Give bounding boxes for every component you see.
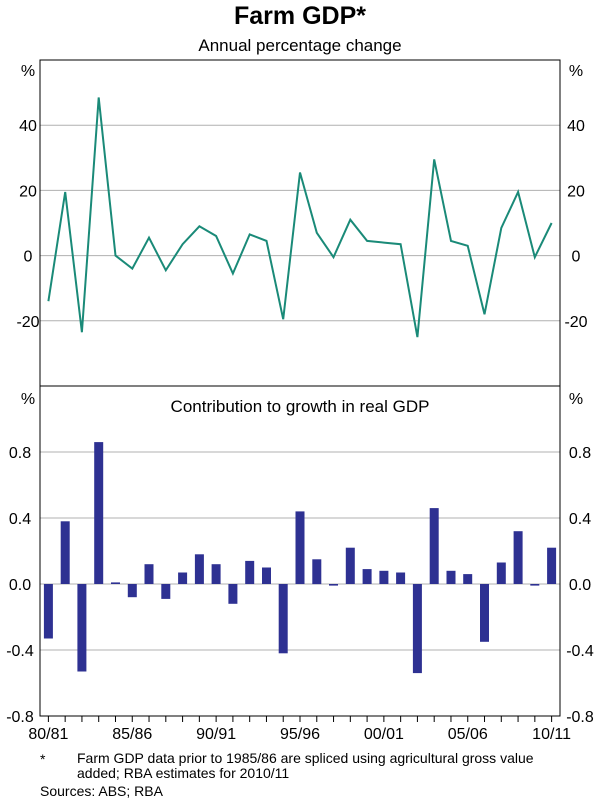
bottom-right-ytick-label: 0.8 xyxy=(569,445,591,462)
bottom-right-unit-label: % xyxy=(569,391,583,408)
contribution-bar xyxy=(513,531,523,584)
contribution-bar xyxy=(480,584,489,642)
x-tick-label: 95/96 xyxy=(280,726,320,743)
bottom-left-ytick-label: 0.8 xyxy=(9,445,31,462)
top-left-ytick-label: 0 xyxy=(24,249,33,266)
x-tick-label: 10/11 xyxy=(532,726,571,743)
bottom-right-ytick-label: 0.4 xyxy=(569,511,591,528)
bottom-left-unit-label: % xyxy=(21,391,35,408)
bottom-right-ytick-label: -0.4 xyxy=(566,643,594,660)
contribution-bar xyxy=(446,570,456,584)
contribution-bar xyxy=(345,547,355,584)
contribution-bar xyxy=(161,584,171,599)
chart-title: Farm GDP* xyxy=(234,2,366,30)
contribution-bar xyxy=(127,584,137,598)
contribution-bar xyxy=(362,569,372,584)
x-tick-label: 80/81 xyxy=(28,726,68,743)
bottom-right-ytick-label: -0.8 xyxy=(566,709,594,726)
x-axis-ticks: 80/81 85/86 90/91 95/96 00/01 05/06 10/11 xyxy=(28,716,571,743)
farm-gdp-line xyxy=(47,97,553,338)
contribution-bar xyxy=(295,511,305,584)
top-left-ytick-label: -20 xyxy=(16,314,39,331)
contribution-bar xyxy=(178,572,188,584)
contribution-bar xyxy=(278,584,288,654)
top-panel-y-ticks: 40 40 20 20 0 0 -20 -20 xyxy=(16,118,587,331)
contribution-bar xyxy=(211,564,221,584)
contribution-bar xyxy=(412,584,422,674)
top-left-unit-label: % xyxy=(21,63,35,80)
x-tick-label: 85/86 xyxy=(112,726,152,743)
contribution-bar xyxy=(429,508,439,584)
contribution-bar xyxy=(228,584,238,604)
contribution-bar xyxy=(77,584,87,672)
top-right-ytick-label: 40 xyxy=(567,118,585,135)
x-tick-label: 00/01 xyxy=(364,726,404,743)
x-tick-label: 05/06 xyxy=(448,726,488,743)
contribution-bar xyxy=(94,442,104,584)
contribution-bar xyxy=(396,572,406,584)
bottom-right-ytick-label: 0.0 xyxy=(569,577,591,594)
footnote-marker: * xyxy=(40,751,46,767)
footnote-text: Farm GDP data prior to 1985/86 are splic… xyxy=(77,750,534,781)
contribution-bar xyxy=(379,570,389,584)
top-panel-subtitle: Annual percentage change xyxy=(198,36,401,55)
contribution-bar xyxy=(547,547,557,584)
bottom-left-ytick-label: -0.8 xyxy=(6,709,34,726)
bottom-panel-subtitle: Contribution to growth in real GDP xyxy=(171,397,430,416)
contribution-bar xyxy=(530,584,540,586)
top-right-ytick-label: 20 xyxy=(567,183,585,200)
bottom-left-ytick-label: 0.0 xyxy=(9,577,31,594)
contribution-bar xyxy=(194,554,204,584)
bottom-left-ytick-label: 0.4 xyxy=(9,511,31,528)
bottom-left-ytick-label: -0.4 xyxy=(6,643,34,660)
top-right-ytick-label: 0 xyxy=(572,249,581,266)
contribution-bars xyxy=(43,442,557,674)
contribution-bar xyxy=(60,521,70,584)
contribution-bar xyxy=(312,559,322,585)
top-left-ytick-label: 40 xyxy=(19,118,37,135)
contribution-bar xyxy=(463,574,473,584)
top-left-ytick-label: 20 xyxy=(19,183,37,200)
x-tick-label: 90/91 xyxy=(196,726,236,743)
contribution-bar xyxy=(329,584,338,586)
contribution-bar xyxy=(245,560,255,584)
contribution-bar xyxy=(496,562,506,584)
top-right-ytick-label: -20 xyxy=(564,314,587,331)
bottom-panel-y-ticks: 0.8 0.8 0.4 0.4 0.0 0.0 -0.4 -0.4 -0.8 -0.8 xyxy=(6,445,594,726)
sources-note: Sources: ABS; RBA xyxy=(40,783,163,799)
contribution-bar xyxy=(43,584,53,639)
contribution-bar xyxy=(111,582,120,584)
contribution-bar xyxy=(262,567,271,584)
top-panel-gridlines xyxy=(40,124,560,322)
top-right-unit-label: % xyxy=(569,63,583,80)
plot-frame xyxy=(39,59,561,717)
contribution-bar xyxy=(144,564,154,584)
